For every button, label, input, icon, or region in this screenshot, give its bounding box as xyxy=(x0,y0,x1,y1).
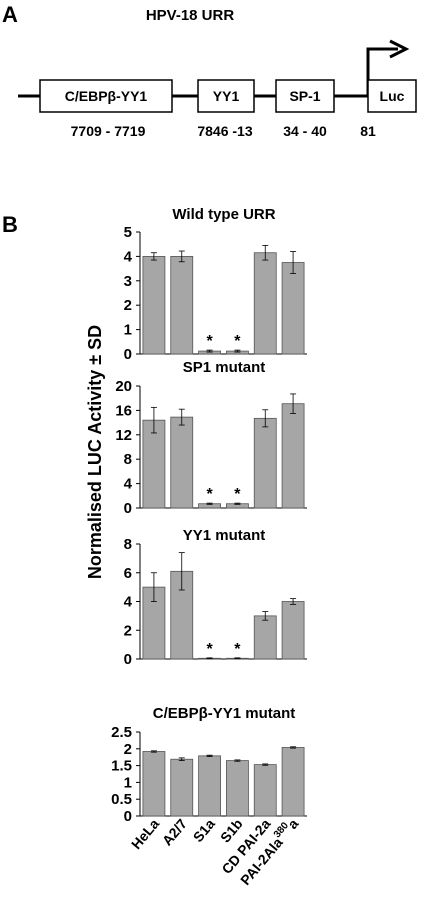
bar xyxy=(281,747,305,817)
significance-star: * xyxy=(206,486,213,503)
significance-star: * xyxy=(206,641,213,658)
arrow-head-icon xyxy=(389,39,410,59)
panel-a-letter: A xyxy=(2,2,18,27)
significance-star: * xyxy=(234,333,241,350)
panel-a-title: HPV-18 URR xyxy=(146,7,235,24)
bar xyxy=(170,255,194,355)
y-tick-label: 0 xyxy=(124,346,132,363)
y-tick-label: 8 xyxy=(124,451,132,468)
y-tick-label: 1 xyxy=(124,322,132,339)
luc-label: Luc xyxy=(380,88,405,104)
yy1-box xyxy=(197,79,255,113)
bar xyxy=(142,751,166,817)
sp1-position: 34 - 40 xyxy=(283,123,327,139)
bar xyxy=(281,262,305,355)
chart-title: YY1 mutant xyxy=(183,527,266,544)
bar xyxy=(142,255,166,355)
significance-star: * xyxy=(234,486,241,503)
y-axis-label: Normalised LUC Activity ± SD xyxy=(85,325,105,579)
bar xyxy=(170,758,194,817)
category-label: A2/7 xyxy=(159,815,190,848)
y-tick-label: 0.5 xyxy=(111,791,132,808)
y-tick-label: 4 xyxy=(124,594,133,611)
chart-1: Wild type URR 0 1 2 3 4 5 * * xyxy=(124,206,307,363)
bar xyxy=(281,403,305,509)
y-tick-label: 2 xyxy=(124,297,132,314)
y-tick-label: 2 xyxy=(124,622,132,639)
y-tick-label: 0 xyxy=(124,500,132,517)
y-tick-label: 20 xyxy=(115,378,132,395)
chart-3: YY1 mutant 0 2 4 6 8 * * xyxy=(124,527,307,668)
bar xyxy=(253,417,277,509)
luc-box xyxy=(367,79,417,113)
y-tick-label: 1.5 xyxy=(111,758,132,775)
significance-star: * xyxy=(206,333,213,350)
cebpb-yy1-box xyxy=(39,79,173,113)
y-tick-label: 4 xyxy=(124,248,133,265)
bar xyxy=(198,755,221,817)
bar xyxy=(281,601,305,660)
cebpb-yy1-label: C/EBPβ-YY1 xyxy=(65,88,148,104)
yy1-position: 7846 -13 xyxy=(197,123,252,139)
y-tick-label: 0 xyxy=(124,808,132,825)
sp1-label: SP-1 xyxy=(289,88,320,104)
cebpb-yy1-position: 7709 - 7719 xyxy=(71,123,146,139)
bar xyxy=(253,615,277,660)
chart-title: C/EBPβ-YY1 mutant xyxy=(153,705,296,722)
urr-diagram: C/EBPβ-YY1 YY1 SP-1 Luc 7709 - 7719 7846… xyxy=(18,39,417,139)
bar xyxy=(253,764,277,817)
bar xyxy=(170,416,194,509)
category-label: HeLa xyxy=(128,815,162,852)
y-tick-label: 2.5 xyxy=(111,724,132,741)
chart-title: Wild type URR xyxy=(172,206,275,223)
panel-b-letter: B xyxy=(2,212,18,237)
y-tick-label: 8 xyxy=(124,536,132,553)
y-tick-label: 2 xyxy=(124,741,132,758)
y-tick-label: 12 xyxy=(115,427,132,444)
y-tick-label: 0 xyxy=(124,651,132,668)
yy1-label: YY1 xyxy=(213,88,240,104)
luc-position: 81 xyxy=(360,123,376,139)
y-tick-label: 4 xyxy=(124,476,133,493)
y-tick-label: 1 xyxy=(124,774,132,791)
y-tick-label: 6 xyxy=(124,565,132,582)
y-tick-label: 16 xyxy=(115,402,132,419)
category-label: S1a xyxy=(190,815,218,845)
chart-2: SP1 mutant 0 4 8 12 16 20 * * xyxy=(115,359,307,517)
bar xyxy=(253,252,277,355)
significance-star: * xyxy=(234,641,241,658)
y-tick-label: 3 xyxy=(124,273,132,290)
chart-4: C/EBPβ-YY1 mutant 00.511.522.5 xyxy=(111,705,307,825)
y-tick-label: 5 xyxy=(124,224,132,241)
chart-title: SP1 mutant xyxy=(183,359,266,376)
sp1-box xyxy=(275,79,335,113)
bar xyxy=(226,760,249,817)
